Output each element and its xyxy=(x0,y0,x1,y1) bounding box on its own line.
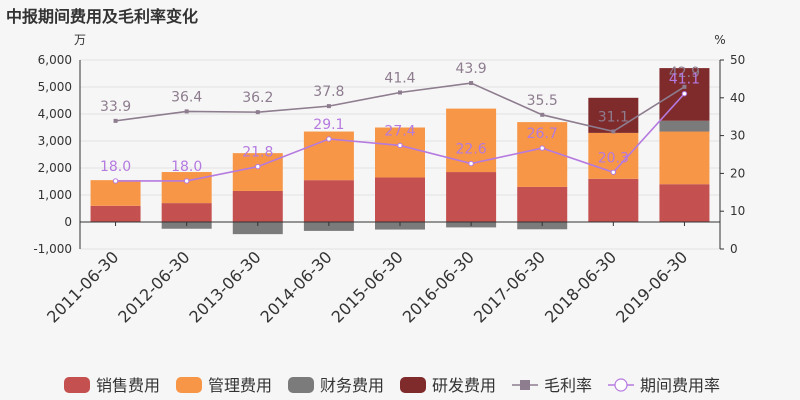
y-left-tick-label: 1,000 xyxy=(38,188,72,202)
data-label: 27.4 xyxy=(384,123,415,139)
bar-segment xyxy=(303,222,354,231)
data-label: 26.7 xyxy=(527,126,558,142)
line-marker xyxy=(468,160,474,167)
x-tick-label: 2018-06-30 xyxy=(541,247,620,326)
y-left-tick-label: 2,000 xyxy=(38,161,72,175)
bar-segment xyxy=(90,205,141,222)
data-label: 37.8 xyxy=(313,84,344,100)
legend-label: 销售费用 xyxy=(96,376,160,395)
x-tick-label: 2016-06-30 xyxy=(399,247,478,326)
line-marker xyxy=(397,142,403,149)
legend-label: 财务费用 xyxy=(320,376,384,395)
chart-title: 中报期间费用及毛利率变化 xyxy=(6,7,199,26)
data-label: 35.5 xyxy=(527,93,558,109)
line-marker xyxy=(469,81,474,86)
legend-label: 毛利率 xyxy=(544,376,592,395)
bar-segment xyxy=(375,127,425,178)
data-label: 18.0 xyxy=(171,159,202,175)
data-label: 33.9 xyxy=(100,99,131,115)
x-tick-label: 2019-06-30 xyxy=(612,247,691,326)
line-marker xyxy=(184,109,189,114)
data-label: 42.9 xyxy=(669,65,700,81)
data-label: 21.8 xyxy=(242,145,273,161)
bar-segment xyxy=(303,180,354,222)
data-label: 41.1 xyxy=(669,72,700,88)
bar-segment xyxy=(375,177,425,222)
bar-segment xyxy=(161,203,212,222)
data-label: 29.1 xyxy=(313,117,344,133)
y-right-tick-label: 30 xyxy=(730,129,745,143)
legend-marker xyxy=(520,380,530,390)
legend-swatch xyxy=(288,377,314,393)
line-marker xyxy=(183,178,190,184)
legend-label: 期间费用率 xyxy=(640,376,720,395)
x-tick-label: 2011-06-30 xyxy=(43,247,122,326)
y-right-tick-label: 40 xyxy=(730,91,745,105)
data-label: 18.0 xyxy=(100,159,131,175)
line-marker xyxy=(682,84,687,89)
y-right-tick-label: 20 xyxy=(730,166,745,180)
bar-segment xyxy=(659,184,710,222)
bar-segment xyxy=(659,131,710,185)
x-tick-label: 2013-06-30 xyxy=(185,247,264,326)
bar-segment xyxy=(588,178,639,222)
data-label: 31.1 xyxy=(598,109,629,125)
bar-segment xyxy=(517,186,568,222)
data-label: 41.4 xyxy=(384,71,415,87)
y-right-tick-label: 50 xyxy=(730,53,745,67)
y-left-tick-label: 4,000 xyxy=(38,107,72,121)
line-marker xyxy=(539,145,545,151)
legend-swatch xyxy=(400,377,426,393)
line-marker xyxy=(255,163,261,170)
line-marker xyxy=(540,112,545,117)
x-tick-label: 2017-06-30 xyxy=(470,247,549,326)
data-label: 22.6 xyxy=(456,142,487,158)
data-label: 36.4 xyxy=(171,89,202,105)
y-left-tick-label: 0 xyxy=(64,215,72,229)
bar-segment xyxy=(446,172,497,222)
legend-swatch xyxy=(64,377,90,393)
line-marker xyxy=(112,178,119,184)
y-right-tick-label: 0 xyxy=(730,242,738,256)
y-left-tick-label: -1,000 xyxy=(33,242,72,256)
line-marker xyxy=(610,169,617,175)
bar-segment xyxy=(232,222,283,235)
x-tick-label: 2014-06-30 xyxy=(257,247,336,326)
data-label: 36.2 xyxy=(242,90,273,106)
y-right-unit: % xyxy=(714,33,725,47)
line-marker xyxy=(326,136,332,142)
line-marker xyxy=(611,129,616,134)
y-right-tick-label: 10 xyxy=(730,204,745,218)
line-marker xyxy=(681,90,688,97)
line-marker xyxy=(113,118,118,123)
line-marker xyxy=(326,104,331,109)
x-tick-label: 2015-06-30 xyxy=(328,247,407,326)
data-label: 43.9 xyxy=(456,61,487,77)
y-left-unit: 万 xyxy=(74,33,86,47)
line-marker xyxy=(255,110,260,115)
line-marker xyxy=(398,90,402,95)
legend-label: 管理费用 xyxy=(208,376,272,395)
legend-swatch xyxy=(176,377,202,393)
bar-segment xyxy=(659,120,710,132)
legend-marker xyxy=(614,378,628,392)
bar-segment xyxy=(232,190,283,222)
y-left-tick-label: 3,000 xyxy=(38,134,72,148)
data-label: 20.3 xyxy=(598,150,629,166)
bar-segment xyxy=(90,180,141,206)
y-left-tick-label: 5,000 xyxy=(38,80,72,94)
y-left-tick-label: 6,000 xyxy=(38,53,72,67)
x-tick-label: 2012-06-30 xyxy=(114,247,193,326)
legend-label: 研发费用 xyxy=(432,376,496,395)
